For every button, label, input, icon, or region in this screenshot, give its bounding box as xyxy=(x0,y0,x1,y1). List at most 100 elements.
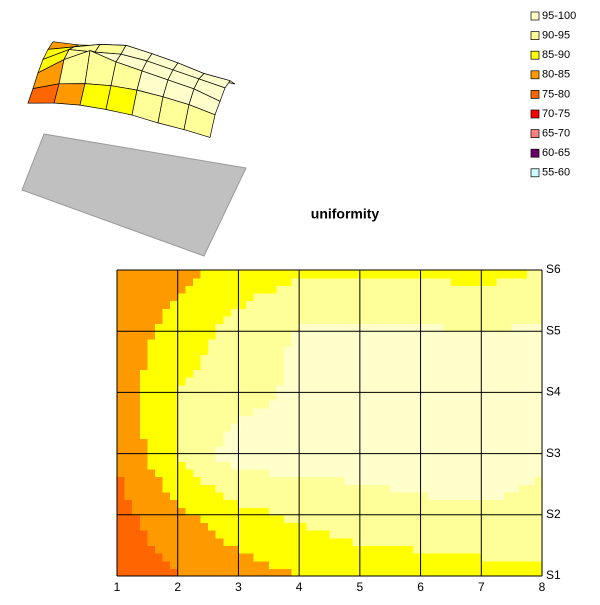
contour-cell xyxy=(329,277,338,286)
contour-cell xyxy=(443,384,452,393)
contour-cell xyxy=(215,484,224,493)
contour-cell xyxy=(117,285,126,294)
contour-cell xyxy=(124,430,133,439)
contour-cell xyxy=(321,346,331,355)
contour-cell xyxy=(526,361,536,371)
contour-cell xyxy=(321,568,331,577)
contour-cell xyxy=(473,354,482,363)
contour-cell xyxy=(359,476,369,485)
contour-cell xyxy=(117,346,126,355)
contour-cell xyxy=(526,545,536,554)
contour-cell xyxy=(276,400,285,409)
contour-cell xyxy=(496,331,505,340)
contour-cell xyxy=(397,346,406,355)
contour-cell xyxy=(283,277,293,286)
contour-cell xyxy=(466,270,475,279)
contour-cell xyxy=(481,323,490,332)
contour-cell xyxy=(534,400,543,409)
contour-cell xyxy=(481,530,490,539)
contour-cell xyxy=(412,270,422,279)
contour-cell xyxy=(208,545,217,554)
contour-cell xyxy=(283,507,293,516)
contour-cell xyxy=(359,338,369,348)
contour-cell xyxy=(412,315,422,325)
contour-cell xyxy=(192,300,202,309)
contour-cell xyxy=(177,361,186,371)
contour-cell xyxy=(200,407,209,416)
contour-cell xyxy=(359,292,369,302)
contour-cell xyxy=(488,338,498,348)
contour-cell xyxy=(306,285,315,294)
contour-cell xyxy=(276,392,285,401)
contour-cell xyxy=(200,277,209,286)
contour-cell xyxy=(496,369,505,378)
contour-cell xyxy=(208,553,217,562)
contour-cell xyxy=(481,522,490,531)
contour-cell xyxy=(329,270,338,279)
legend-swatch xyxy=(530,129,540,138)
contour-cell xyxy=(473,438,482,447)
contour-cell xyxy=(359,423,369,432)
contour-cell xyxy=(215,537,224,546)
contour-cell xyxy=(466,430,475,439)
contour-cell xyxy=(428,491,437,501)
contour-cell xyxy=(458,476,467,485)
contour-cell xyxy=(177,315,186,325)
contour-cell xyxy=(283,514,293,524)
contour-cell xyxy=(337,277,346,286)
contour-cell xyxy=(367,514,376,524)
contour-cell xyxy=(511,392,520,401)
contour-cell xyxy=(420,530,429,539)
contour-cell xyxy=(443,491,452,501)
contour-cell xyxy=(367,331,376,340)
contour-cell xyxy=(397,461,406,470)
contour-cell xyxy=(162,392,171,401)
contour-cell xyxy=(124,491,133,501)
contour-cell xyxy=(139,277,148,286)
contour-cell xyxy=(359,300,369,309)
contour-cell xyxy=(154,468,164,478)
contour-cell xyxy=(359,400,369,409)
contour-cell xyxy=(337,545,346,554)
contour-cell xyxy=(185,537,194,546)
contour-cell xyxy=(177,476,186,485)
contour-cell xyxy=(526,476,536,485)
contour-cell xyxy=(261,453,270,462)
contour-cell xyxy=(238,315,247,325)
contour-cell xyxy=(124,361,133,371)
contour-cell xyxy=(352,499,361,508)
contour-cell xyxy=(306,545,315,554)
contour-cell xyxy=(283,331,293,340)
contour-cell xyxy=(117,361,126,371)
contour-cell xyxy=(420,392,429,401)
contour-cell xyxy=(390,361,399,371)
contour-cell xyxy=(375,430,384,439)
contour-cell xyxy=(238,354,247,363)
contour-cell xyxy=(246,530,255,539)
contour-cell xyxy=(519,346,528,355)
contour-cell xyxy=(473,537,482,546)
contour-cell xyxy=(519,277,528,286)
contour-cell xyxy=(185,331,194,340)
contour-cell xyxy=(223,568,232,577)
contour-cell xyxy=(405,361,414,371)
contour-cell xyxy=(412,453,422,462)
surface-face xyxy=(183,104,216,138)
contour-cell xyxy=(375,507,384,516)
contour-cell xyxy=(466,560,475,569)
contour-cell xyxy=(314,461,323,470)
contour-cell xyxy=(519,331,528,340)
contour-cell xyxy=(435,507,444,516)
contour-cell xyxy=(496,346,505,355)
contour-cell xyxy=(428,361,437,371)
contour-cell xyxy=(375,438,384,447)
contour-cell xyxy=(283,415,293,424)
contour-cell xyxy=(359,346,369,355)
contour-cell xyxy=(238,499,247,508)
contour-cell xyxy=(124,407,133,416)
contour-cell xyxy=(185,415,194,424)
contour-cell xyxy=(117,384,126,393)
contour-cell xyxy=(435,369,444,378)
contour-cell xyxy=(375,338,384,348)
contour-cell xyxy=(299,522,308,531)
